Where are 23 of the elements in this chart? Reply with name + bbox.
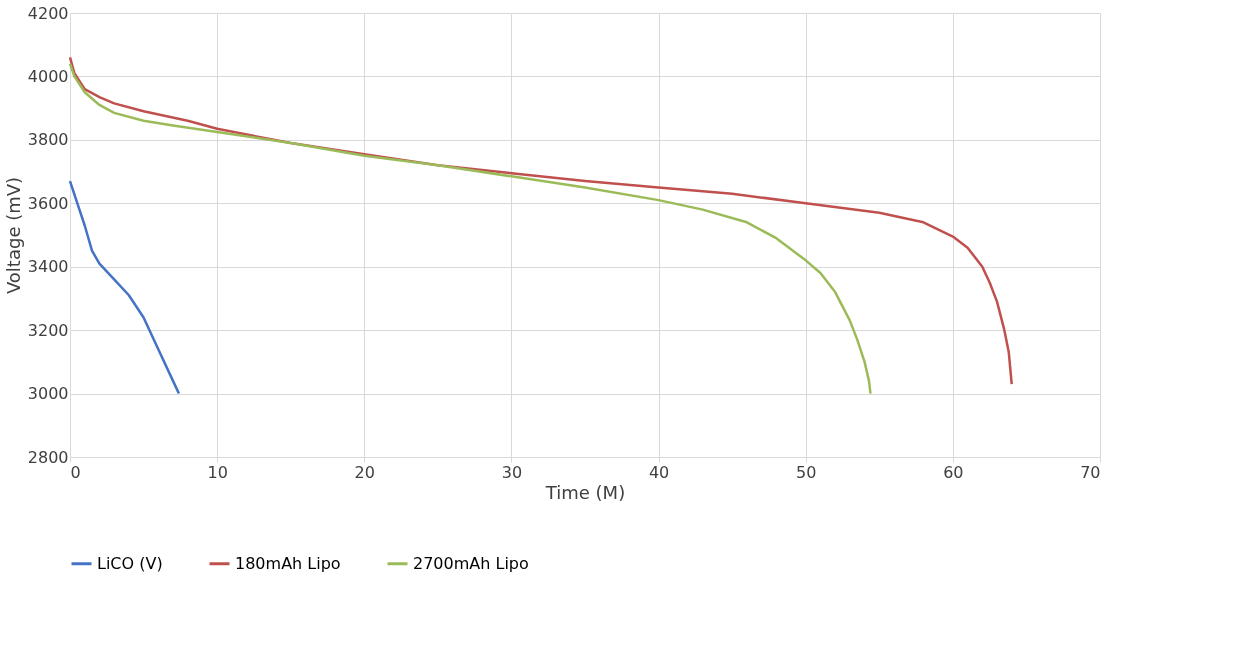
x-tick-label: 0 bbox=[70, 462, 81, 482]
x-axis-title: Time (M) bbox=[544, 481, 626, 503]
legend-label: LiCO (V) bbox=[97, 553, 163, 573]
y-tick-label: 3000 bbox=[27, 384, 69, 404]
y-tick-label: 2800 bbox=[27, 447, 69, 467]
x-tick-label: 40 bbox=[648, 462, 670, 482]
x-tick-label: 50 bbox=[796, 462, 817, 482]
y-tick-label: 3200 bbox=[27, 320, 69, 340]
x-tick-label: 10 bbox=[207, 462, 228, 482]
legend-label: 2700mAh Lipo bbox=[413, 553, 529, 573]
y-tick-label: 4200 bbox=[27, 3, 69, 23]
line-series bbox=[68, 62, 872, 395]
x-tick-label: 60 bbox=[943, 462, 964, 482]
line-series bbox=[68, 179, 181, 395]
y-axis-title: Voltage (mV) bbox=[2, 176, 24, 295]
y-tick-label: 4000 bbox=[27, 66, 69, 86]
y-tick-label: 3600 bbox=[27, 193, 69, 213]
x-tick-label: 70 bbox=[1080, 462, 1101, 482]
x-tick-label: 20 bbox=[354, 462, 375, 482]
y-tick-label: 3400 bbox=[27, 257, 69, 277]
x-tick-label: 30 bbox=[501, 462, 523, 482]
y-tick-label: 3800 bbox=[27, 130, 69, 150]
legend-label: 180mAh Lipo bbox=[235, 553, 341, 573]
